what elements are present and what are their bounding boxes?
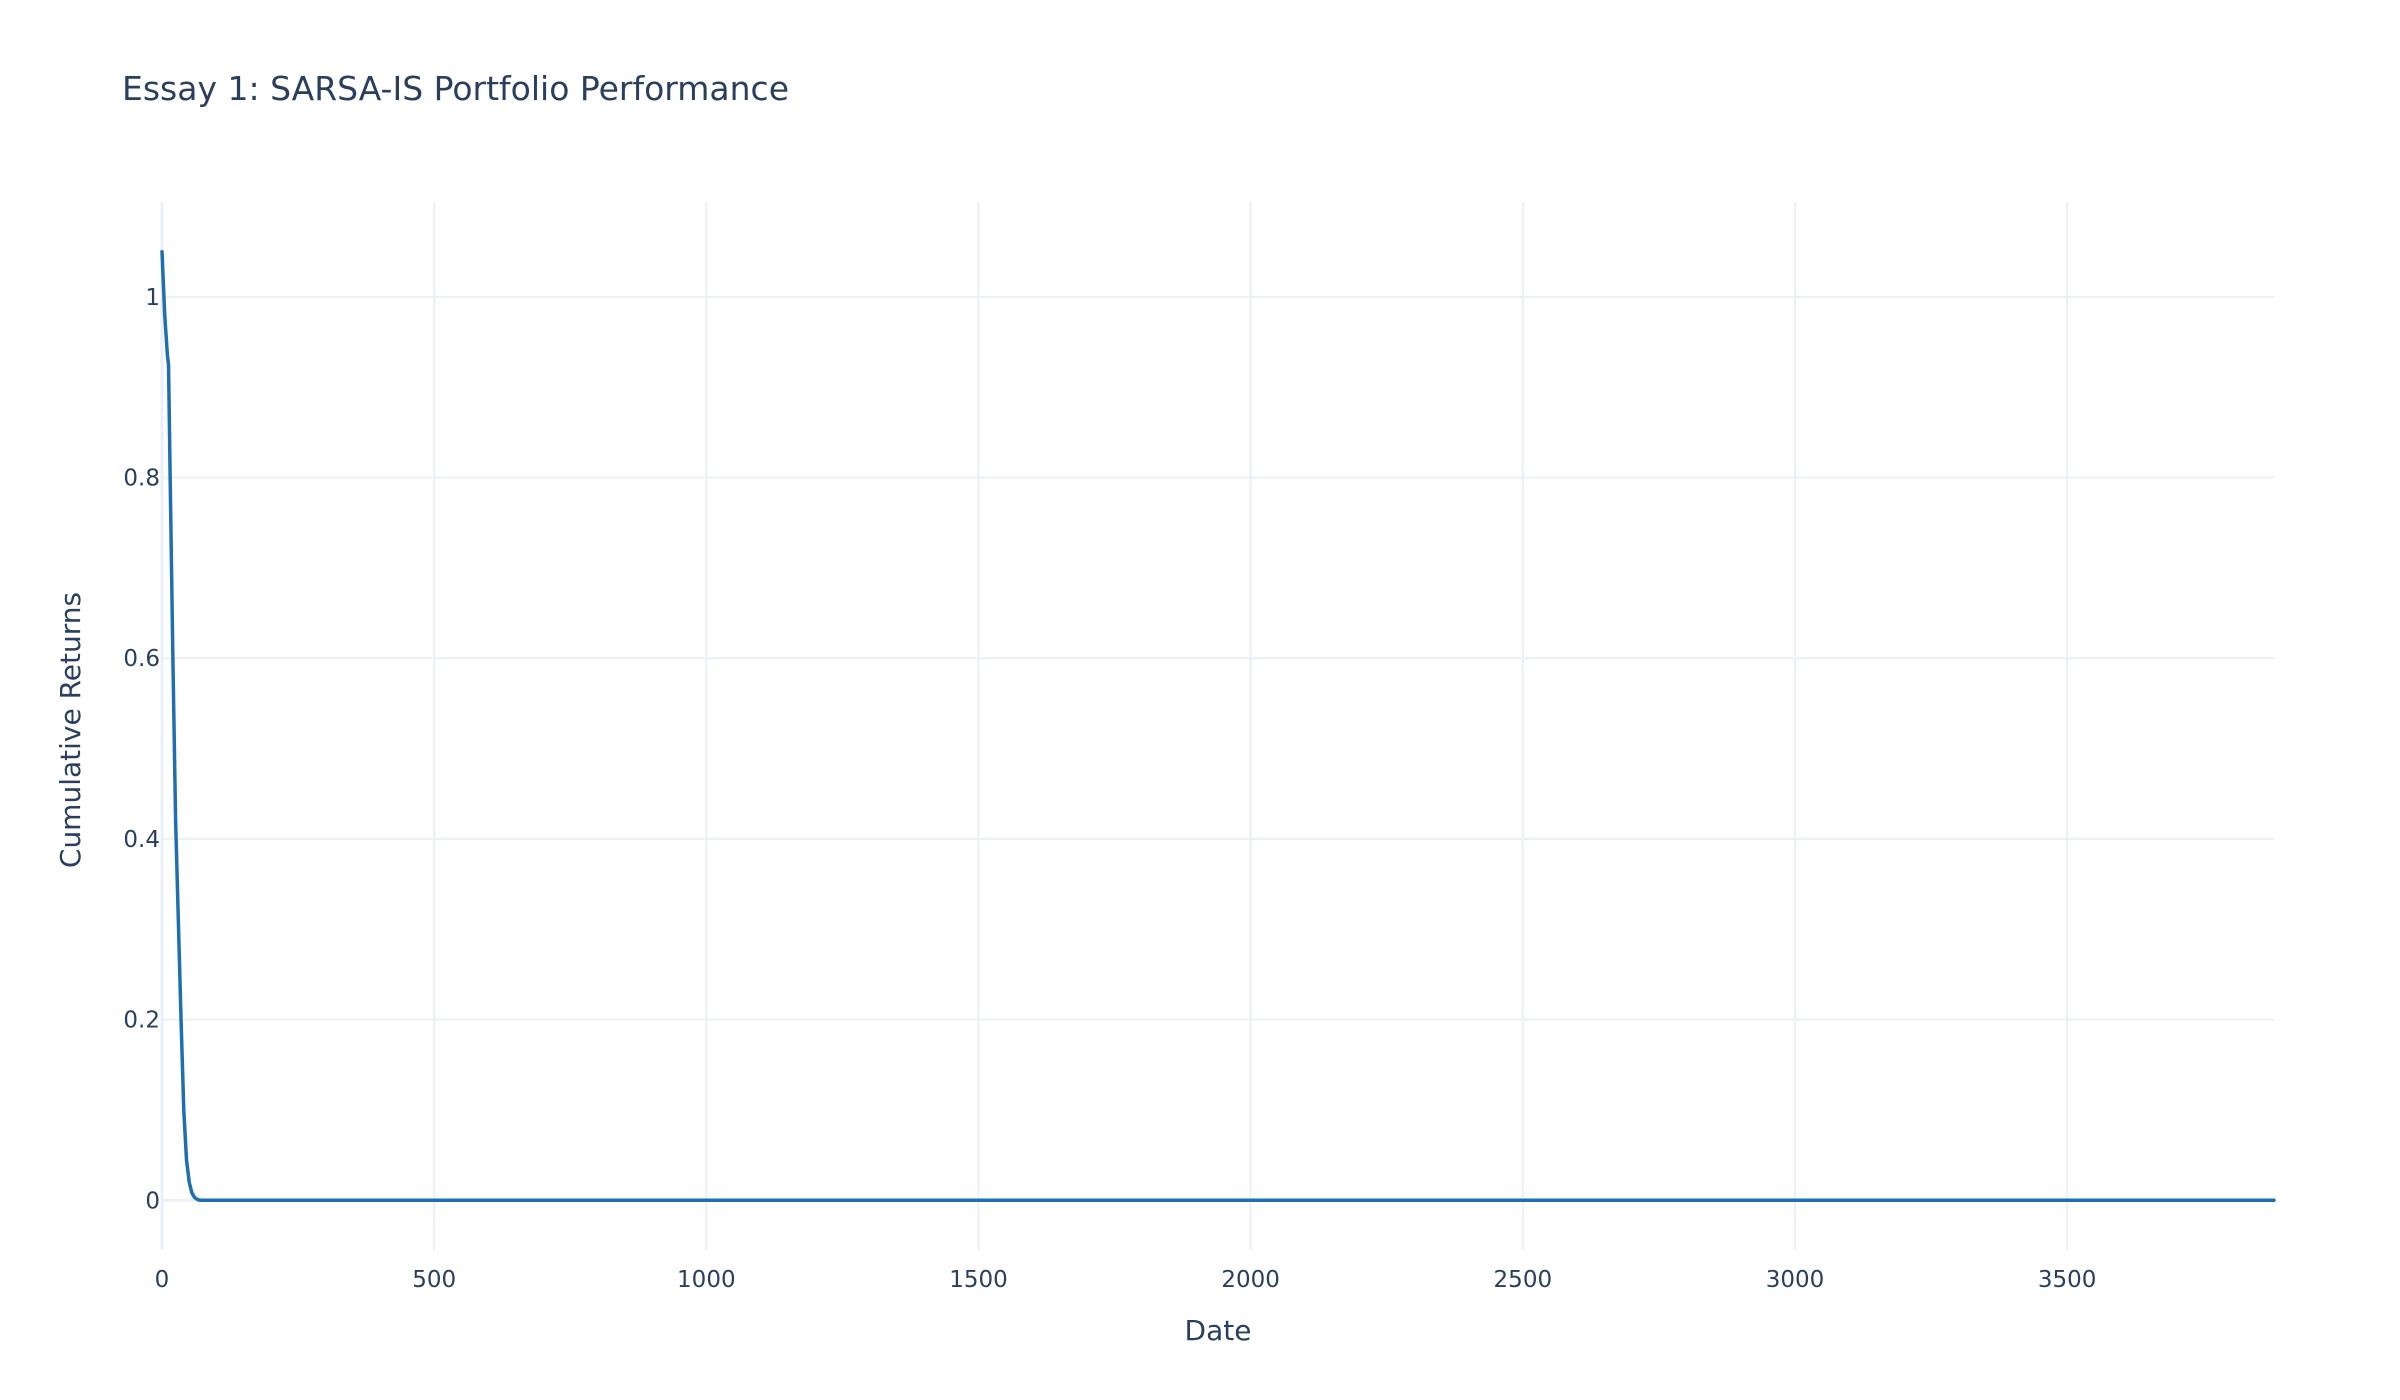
x-tick-label: 2500 <box>1494 1267 1553 1293</box>
y-axis-ticks: 0 0.2 0.4 0.6 0.8 1 <box>123 285 160 1214</box>
x-tick-label: 3500 <box>2038 1267 2097 1293</box>
chart-title: Essay 1: SARSA-IS Portfolio Performance <box>122 69 789 108</box>
x-tick-label: 1000 <box>677 1267 736 1293</box>
y-tick-label: 0.4 <box>123 827 160 853</box>
y-tick-label: 0 <box>145 1188 160 1214</box>
y-axis-title: Cumulative Returns <box>54 592 87 868</box>
x-tick-label: 500 <box>412 1267 456 1293</box>
y-tick-label: 1 <box>145 285 160 311</box>
y-tick-label: 0.6 <box>123 646 160 672</box>
y-tick-label: 0.2 <box>123 1008 160 1034</box>
series-layer <box>160 249 2276 1203</box>
x-axis-title: Date <box>1185 1314 1252 1347</box>
x-tick-label: 1500 <box>949 1267 1008 1293</box>
x-axis-ticks: 0 500 1000 1500 2000 2500 3000 3500 <box>155 1267 2097 1293</box>
x-tick-label: 0 <box>155 1267 170 1293</box>
x-tick-label: 2000 <box>1221 1267 1280 1293</box>
series-line <box>160 249 2276 1203</box>
y-tick-label: 0.8 <box>123 466 160 492</box>
x-tick-label: 3000 <box>1766 1267 1825 1293</box>
